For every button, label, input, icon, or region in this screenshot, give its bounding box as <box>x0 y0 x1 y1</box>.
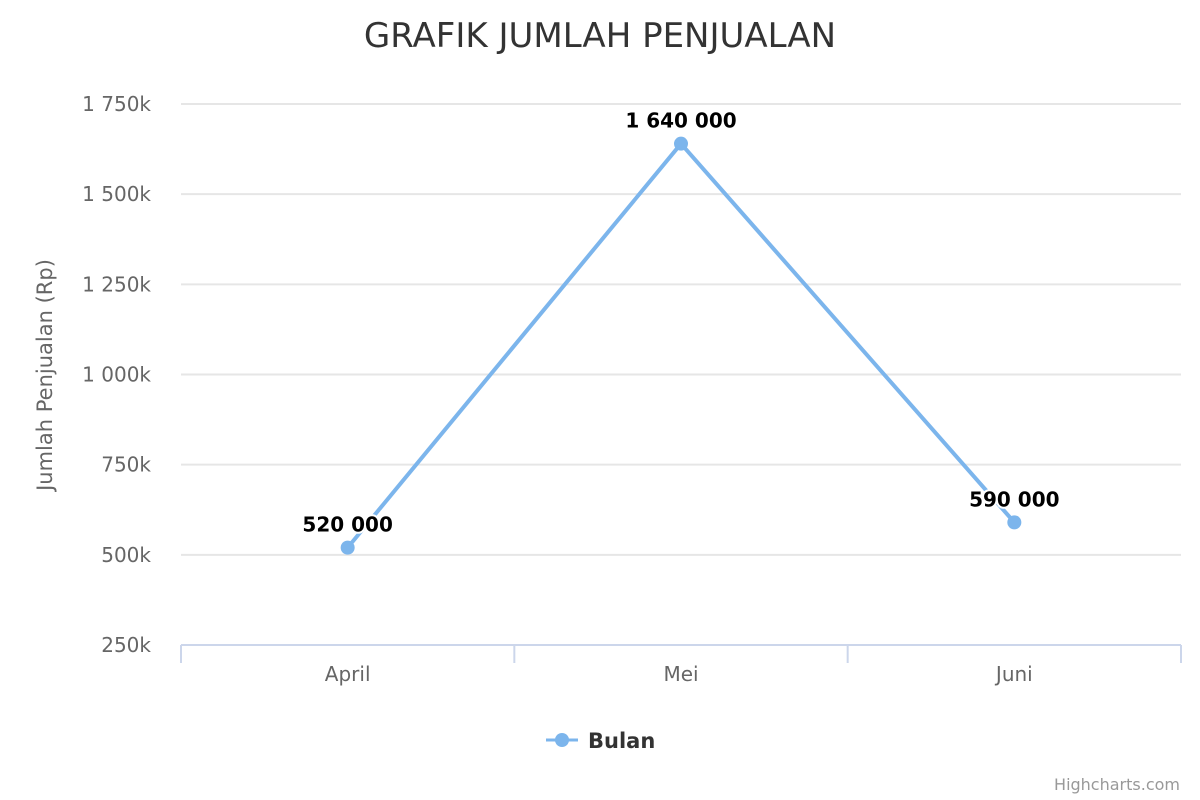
data-point-marker[interactable] <box>340 540 355 555</box>
data-label: 520 000 <box>302 513 392 537</box>
credits-link[interactable]: Highcharts.com <box>1054 775 1180 794</box>
y-tick-label: 750k <box>101 453 151 477</box>
y-axis-title: Jumlah Penjualan (Rp) <box>33 259 57 493</box>
data-label: 590 000 <box>969 487 1059 511</box>
chart-title: GRAFIK JUMLAH PENJUALAN <box>364 16 836 56</box>
x-tick-label: Juni <box>994 662 1033 686</box>
y-axis-tick-labels: 250k 500k 750k 1 000k 1 250k 1 500k 1 750k <box>82 92 151 657</box>
series-bulan[interactable] <box>340 136 1022 555</box>
legend-item-label[interactable]: Bulan <box>588 729 655 753</box>
y-tick-label: 1 000k <box>82 363 151 387</box>
x-tick-label: April <box>325 662 371 686</box>
y-tick-label: 1 250k <box>82 272 151 296</box>
data-labels: 520 000 1 640 000 590 000 <box>300 107 1061 539</box>
y-tick-label: 1 750k <box>82 92 151 116</box>
legend[interactable]: Bulan <box>546 729 655 753</box>
y-tick-label: 1 500k <box>82 182 151 206</box>
y-tick-label: 250k <box>101 633 151 657</box>
x-tick-label: Mei <box>663 662 698 686</box>
legend-marker-symbol <box>555 733 569 747</box>
grid-lines <box>181 103 1181 556</box>
x-axis: April Mei Juni <box>180 644 1182 686</box>
series-line[interactable] <box>345 141 1017 550</box>
data-point-marker[interactable] <box>674 136 688 151</box>
y-tick-label: 500k <box>101 543 151 567</box>
data-label: 1 640 000 <box>625 109 736 133</box>
data-point-marker[interactable] <box>1007 515 1022 530</box>
